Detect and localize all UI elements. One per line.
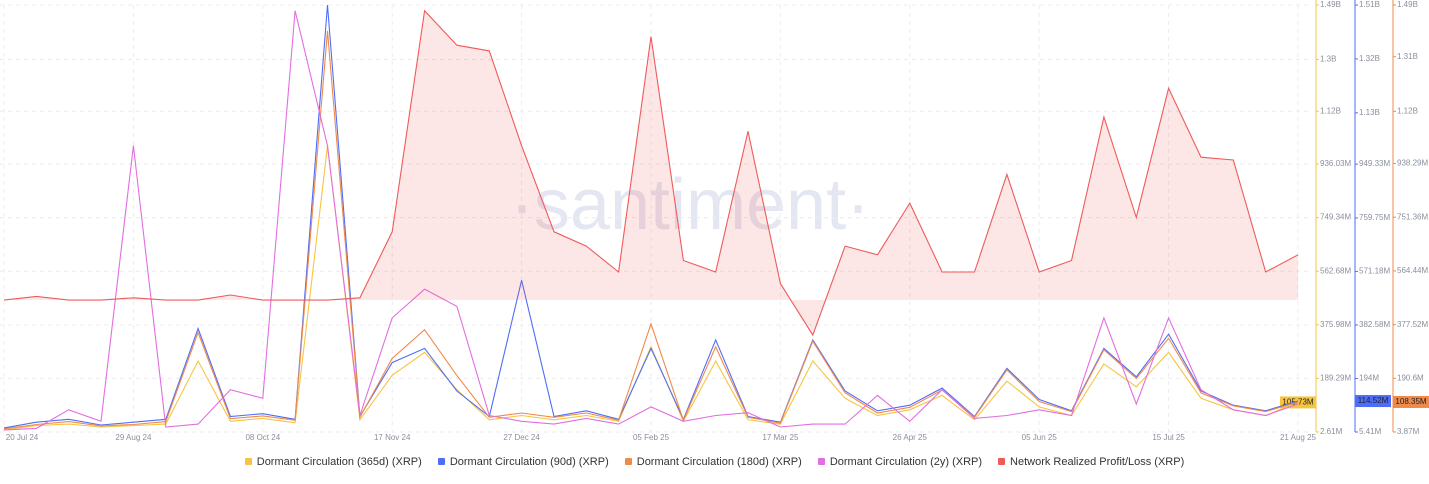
y-tick-label: 375.98M [1320, 320, 1351, 329]
y-tick-label: 938.29M [1397, 159, 1428, 168]
value-badge-label: 105.73M [1282, 398, 1313, 407]
watermark: ·santiment· [510, 165, 870, 245]
x-tick-label: 15 Jul 25 [1152, 433, 1185, 442]
legend-item[interactable]: Dormant Circulation (365d) (XRP) [244, 456, 422, 468]
x-tick-label: 21 Aug 25 [1280, 433, 1317, 442]
y-tick-label: 749.34M [1320, 213, 1351, 222]
y-tick-label: 564.44M [1397, 266, 1428, 275]
series-line [3, 30, 1299, 430]
y-tick-label: 1.32B [1359, 54, 1380, 63]
legend-label: Network Realized Profit/Loss (XRP) [1010, 456, 1185, 468]
y-tick-label: 189.29M [1320, 374, 1351, 383]
x-tick-label: 29 Aug 24 [115, 433, 152, 442]
x-tick-label: 26 Apr 25 [893, 433, 928, 442]
y-tick-label: 194M [1359, 374, 1379, 383]
y-tick-label: 1.3B [1320, 55, 1336, 64]
value-badge [1355, 395, 1391, 408]
area [4, 10, 1298, 336]
legend-swatch [817, 458, 825, 465]
y-tick-label: 1.12B [1397, 106, 1418, 115]
legend: Dormant Circulation (365d) (XRP) Dormant … [0, 456, 1429, 468]
y-tick-label: 936.03M [1320, 159, 1351, 168]
y-tick-label: 5.41M [1359, 427, 1382, 436]
legend-label: Dormant Circulation (365d) (XRP) [256, 456, 422, 468]
x-tick-label: 17 Mar 25 [762, 433, 799, 442]
x-tick-label: 20 Jul 24 [6, 433, 39, 442]
y-tick-label: 1.51B [1359, 0, 1380, 9]
y-tick-label: 382.58M [1359, 320, 1390, 329]
legend-swatch [244, 458, 252, 465]
x-tick-label: 05 Jun 25 [1022, 433, 1058, 442]
y-tick-label: 1.31B [1397, 52, 1418, 61]
y-tick-label: 949.33M [1359, 159, 1390, 168]
value-badge [1393, 395, 1429, 408]
x-tick-label: 27 Dec 24 [503, 433, 540, 442]
y-tick-label: 3.87M [1397, 427, 1420, 436]
chart: ·santiment· 20 Jul 24 29 Aug 24 08 Oct 24 1… [0, 0, 1429, 442]
x-tick-label: 08 Oct 24 [245, 433, 280, 442]
legend-label: Dormant Circulation (2y) (XRP) [829, 456, 983, 468]
legend-swatch [437, 458, 445, 465]
y-tick-label: 377.52M [1397, 320, 1428, 329]
y-tick-label: 759.75M [1359, 213, 1390, 222]
legend-item[interactable]: Network Realized Profit/Loss (XRP) [998, 456, 1184, 468]
y-tick-label: 1.49B [1397, 0, 1418, 9]
y-tick-label: 1.49B [1320, 0, 1341, 9]
y-tick-label: 2.61M [1320, 427, 1343, 436]
legend-label: Dormant Circulation (180d) (XRP) [636, 456, 802, 468]
legend-label: Dormant Circulation (90d) (XRP) [449, 456, 609, 468]
y-tick-label: 751.36M [1397, 212, 1428, 221]
value-badge-label: 108.35M [1395, 397, 1426, 406]
legend-item[interactable]: Dormant Circulation (180d) (XRP) [624, 456, 802, 468]
series-line [3, 10, 1299, 431]
y-tick-label: 1.12B [1320, 106, 1341, 115]
legend-swatch [998, 458, 1006, 465]
x-tick-label: 17 Nov 24 [374, 433, 411, 442]
value-badge-label: 114.52M [1358, 396, 1389, 405]
y-tick-label: 562.68M [1320, 266, 1351, 275]
legend-swatch [624, 458, 632, 465]
legend-item[interactable]: Dormant Circulation (90d) (XRP) [437, 456, 609, 468]
legend-item[interactable]: Dormant Circulation (2y) (XRP) [817, 456, 983, 468]
series-line [3, 9, 1299, 337]
y-tick-label: 571.18M [1359, 267, 1390, 276]
x-tick-label: 05 Feb 25 [633, 433, 670, 442]
y-tick-label: 1.13B [1359, 108, 1380, 117]
y-tick-label: 190.6M [1397, 373, 1424, 382]
